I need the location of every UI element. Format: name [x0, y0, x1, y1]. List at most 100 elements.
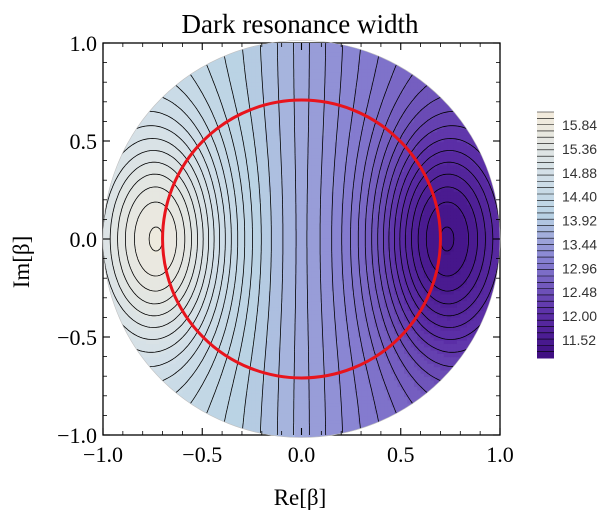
contour-cell	[189, 168, 193, 173]
contour-cell	[215, 168, 220, 173]
contour-cell	[155, 105, 160, 110]
contour-cell	[212, 142, 217, 147]
contour-cell	[192, 231, 197, 236]
contour-cell	[139, 320, 144, 325]
contour-cell	[189, 264, 193, 269]
contour-cell	[182, 155, 187, 160]
contour-cell	[215, 181, 220, 186]
contour-cell	[208, 390, 213, 395]
contour-cell	[139, 261, 144, 266]
contour-cell	[126, 148, 131, 153]
contour-cell	[189, 102, 193, 107]
contour-cell	[152, 274, 157, 279]
contour-cell	[208, 248, 213, 253]
contour-cell	[169, 267, 174, 272]
contour-cell	[152, 307, 157, 312]
contour-cell	[126, 168, 131, 173]
contour-cell	[165, 324, 170, 329]
contour-cell	[212, 201, 217, 206]
contour-cell	[179, 181, 183, 186]
contour-cell	[116, 310, 121, 315]
contour-cell	[142, 363, 147, 368]
contour-cell	[212, 181, 217, 186]
contour-cell	[139, 334, 144, 339]
contour-cell	[112, 191, 117, 196]
contour-cell	[112, 267, 117, 272]
contour-cell	[179, 132, 183, 137]
contour-cell	[109, 291, 114, 296]
contour-cell	[172, 185, 177, 190]
contour-cell	[205, 297, 210, 302]
contour-cell	[208, 218, 213, 223]
contour-cell	[202, 221, 207, 226]
contour-cell	[136, 138, 140, 143]
contour-cell	[198, 145, 203, 150]
contour-cell	[175, 198, 180, 203]
contour-cell	[208, 185, 213, 190]
contour-cell	[182, 327, 187, 332]
contour-cell	[136, 152, 140, 157]
contour-cell	[159, 337, 164, 342]
contour-cell	[172, 320, 177, 325]
contour-cell	[215, 109, 220, 114]
contour-cell	[208, 109, 213, 114]
contour-cell	[155, 330, 160, 335]
contour-cell	[136, 310, 140, 315]
contour-cell	[159, 208, 164, 213]
contour-cell	[198, 201, 203, 206]
contour-cell	[189, 357, 193, 362]
contour-cell	[179, 390, 183, 395]
contour-cell	[205, 393, 210, 398]
contour-cell	[152, 115, 157, 120]
contour-cell	[162, 191, 167, 196]
contour-cell	[202, 115, 207, 120]
contour-cell	[212, 102, 217, 107]
contour-cell	[205, 132, 210, 137]
contour-cell	[172, 158, 177, 163]
contour-cell	[159, 248, 164, 253]
contour-cell	[212, 148, 217, 153]
contour-cell	[155, 304, 160, 309]
contour-cell	[202, 241, 207, 246]
contour-cell	[179, 277, 183, 282]
contour-cell	[179, 314, 183, 319]
contour-cell	[185, 307, 190, 312]
contour-cell	[189, 112, 193, 117]
contour-cell	[142, 221, 147, 226]
contour-cell	[136, 244, 140, 249]
contour-cell	[142, 148, 147, 153]
contour-cell	[172, 215, 177, 219]
contour-cell	[132, 301, 137, 305]
contour-cell	[241, 430, 246, 434]
contour-cell	[159, 178, 164, 183]
contour-cell	[106, 281, 111, 286]
contour-cell	[202, 105, 207, 110]
contour-cell	[179, 400, 183, 405]
contour-cell	[195, 287, 200, 292]
contour-cell	[162, 314, 167, 319]
contour-cell	[162, 125, 167, 130]
contour-cell	[129, 211, 134, 216]
contour-cell	[129, 347, 134, 352]
contour-cell	[119, 281, 124, 286]
contour-cell	[136, 191, 140, 196]
contour-cell	[119, 221, 124, 226]
contour-cell	[212, 330, 217, 335]
contour-cell	[185, 277, 190, 282]
contour-cell	[182, 145, 187, 150]
contour-cell	[192, 241, 197, 246]
contour-cell	[198, 76, 203, 80]
contour-cell	[159, 172, 164, 176]
contour-cell	[169, 195, 174, 200]
contour-cell	[132, 135, 137, 140]
contour-cell	[205, 380, 210, 385]
contour-cell	[198, 320, 203, 325]
contour-cell	[175, 168, 180, 173]
chart-title: Dark resonance width	[182, 9, 419, 39]
contour-cell	[139, 324, 144, 329]
contour-cell	[129, 307, 134, 312]
contour-cell	[215, 115, 220, 120]
contour-cell	[165, 353, 170, 358]
contour-cell	[202, 79, 207, 84]
contour-cell	[136, 172, 140, 176]
